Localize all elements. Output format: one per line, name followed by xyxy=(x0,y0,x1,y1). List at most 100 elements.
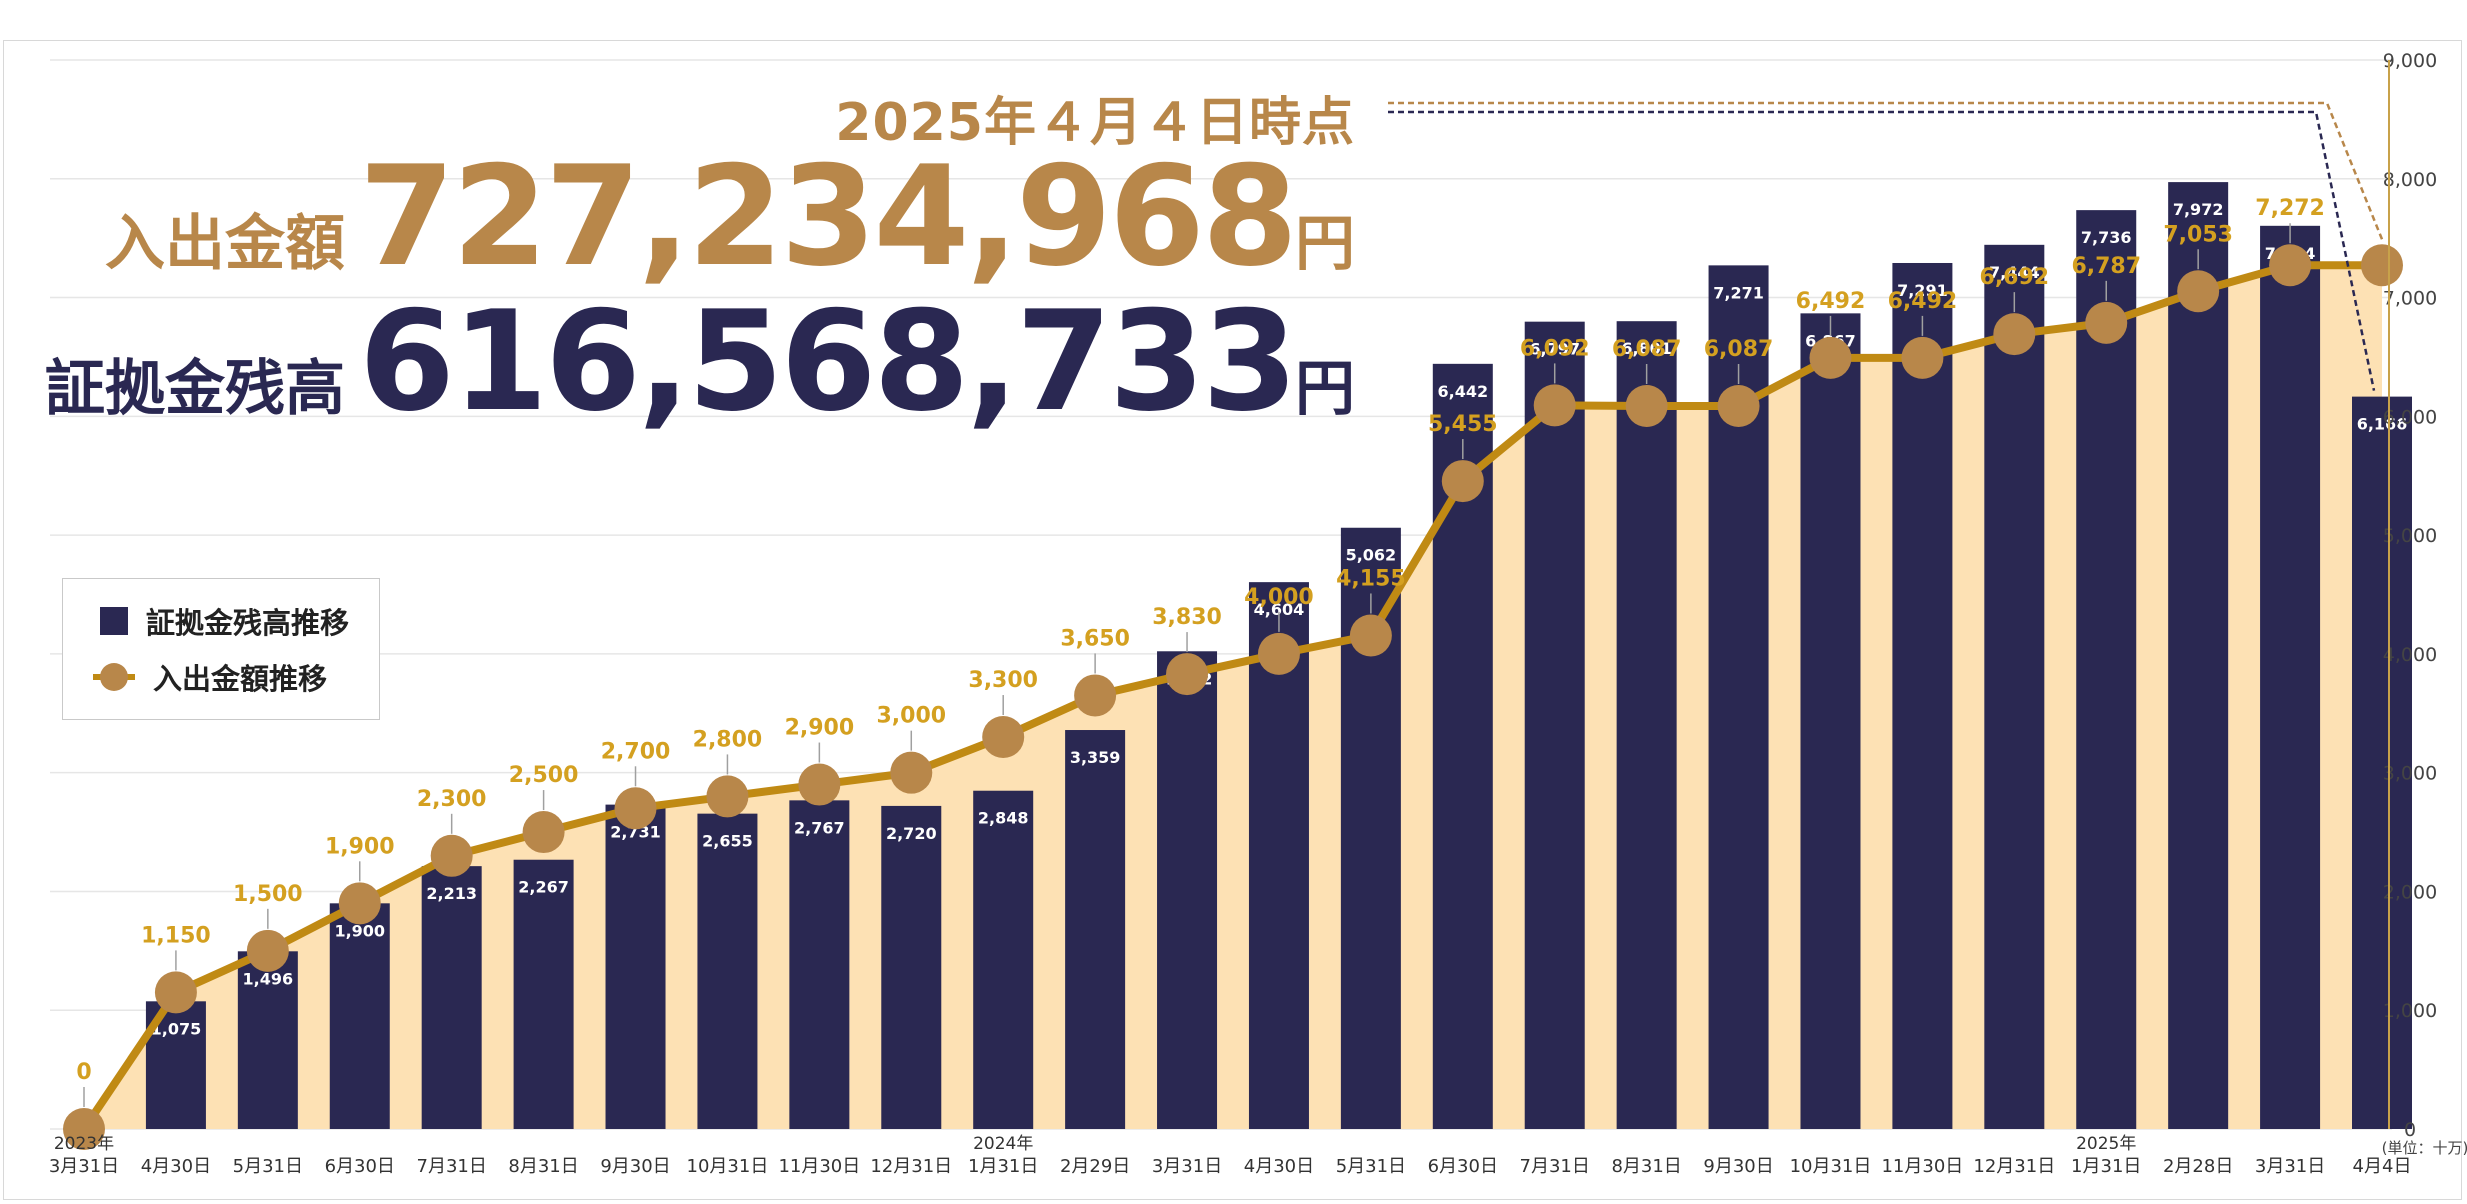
margin-bar-label: 2,720 xyxy=(886,824,937,843)
deposit-callout xyxy=(1388,101,2384,240)
x-tick-label: 4月30日 xyxy=(141,1156,211,1177)
deposit-headline: 入出金額 727,234,968円 xyxy=(105,148,1355,286)
y-tick-label: 1,000 xyxy=(2383,1000,2437,1022)
margin-bar xyxy=(329,903,390,1129)
margin-bar xyxy=(1892,262,1953,1129)
margin-bar xyxy=(605,804,666,1129)
deposit-label: 1,900 xyxy=(325,834,395,859)
x-tick-label: 12月31日 xyxy=(870,1156,952,1177)
deposit-marker xyxy=(338,882,381,925)
deposit-label: 3,000 xyxy=(876,704,946,729)
deposit-marker xyxy=(1901,336,1944,379)
deposit-marker xyxy=(982,716,1025,759)
margin-yen: 円 xyxy=(1295,354,1355,424)
margin-bar-label: 7,736 xyxy=(2081,228,2132,247)
margin-bar xyxy=(1157,651,1218,1129)
margin-bar xyxy=(237,951,298,1129)
margin-bar xyxy=(1616,321,1677,1129)
margin-bar xyxy=(2168,182,2229,1129)
deposit-label: 6,087 xyxy=(1612,337,1682,362)
margin-bar-label: 2,767 xyxy=(794,818,845,837)
label-connectors xyxy=(83,223,2291,1107)
margin-bar xyxy=(881,805,942,1129)
as-of-date: 2025年４月４日時点 xyxy=(835,93,1355,153)
margin-bar-label: 7,444 xyxy=(1989,263,2040,282)
deposit-marker xyxy=(1166,653,1209,696)
deposit-marker xyxy=(798,763,841,806)
legend-line-label: 入出金額推移 xyxy=(153,662,328,696)
margin-bars xyxy=(145,182,2412,1129)
deposit-marker xyxy=(1533,384,1576,427)
deposit-marker xyxy=(706,775,749,818)
margin-value: 616,568,733 xyxy=(358,281,1298,442)
x-tick-label: 8月31日 xyxy=(508,1156,578,1177)
deposit-marker xyxy=(1625,384,1668,427)
x-tick-label: 7月31日 xyxy=(417,1156,487,1177)
deposit-marker xyxy=(1809,336,1852,379)
y-tick-label: 0 xyxy=(2404,1119,2416,1141)
margin-bar xyxy=(1800,313,1861,1129)
margin-label: 証拠金残高 xyxy=(44,354,345,424)
margin-bar xyxy=(789,800,850,1129)
deposit-marker xyxy=(1074,674,1117,717)
margin-bar xyxy=(2076,210,2137,1129)
margin-bar xyxy=(1065,730,1126,1129)
legend-line-swatch xyxy=(93,663,135,691)
deposit-label: 2,900 xyxy=(785,716,855,741)
x-tick-label: 1月31日 xyxy=(968,1156,1038,1177)
deposit-label: 入出金額 xyxy=(104,209,345,279)
deposit-label: 6,087 xyxy=(1704,337,1774,362)
deposit-marker xyxy=(63,1108,105,1150)
deposit-label: 0 xyxy=(76,1060,91,1085)
x-tick-label: 6月30日 xyxy=(1428,1156,1498,1177)
deposit-label: 7,272 xyxy=(2255,196,2325,221)
deposit-marker xyxy=(2177,270,2220,313)
deposit-label: 6,787 xyxy=(2071,254,2141,279)
x-tick-label: 9月30日 xyxy=(1703,1156,1773,1177)
x-tick-label: 12月31日 xyxy=(1973,1156,2055,1177)
legend-item-deposit: 入出金額推移 xyxy=(93,657,327,697)
margin-bar-label: 7,291 xyxy=(1897,281,1948,300)
deposit-label: 2,700 xyxy=(601,739,671,764)
margin-bar-label: 2,731 xyxy=(610,823,661,842)
margin-bar-label: 5,062 xyxy=(1346,546,1397,565)
y-tick-label: 6,000 xyxy=(2383,406,2437,428)
margin-bar-label: 3,359 xyxy=(1070,748,1121,767)
deposit-label: 3,830 xyxy=(1152,605,1222,630)
year-label: 2025年 xyxy=(2076,1134,2136,1154)
margin-bar-label: 2,848 xyxy=(978,809,1029,828)
deposit-marker xyxy=(430,834,473,877)
x-tick-label: 4月30日 xyxy=(1244,1156,1314,1177)
deposit-label: 4,000 xyxy=(1244,585,1314,610)
x-tick-label: 9月30日 xyxy=(600,1156,670,1177)
margin-bar xyxy=(1524,321,1585,1129)
deposit-label: 2,300 xyxy=(417,787,487,812)
x-tick-label: 7月31日 xyxy=(1520,1156,1590,1177)
deposit-yen: 円 xyxy=(1295,209,1355,279)
margin-bar xyxy=(697,813,758,1129)
x-tick-label: 11月30日 xyxy=(1881,1156,1963,1177)
deposit-marker xyxy=(1993,313,2036,356)
year-label: 2024年 xyxy=(973,1134,1033,1154)
y-tick-label: 2,000 xyxy=(2383,881,2437,903)
deposit-marker xyxy=(614,787,657,830)
deposit-label: 6,492 xyxy=(1796,289,1866,314)
deposit-markers xyxy=(63,244,2403,1150)
margin-headline: 証拠金残高 616,568,733円 xyxy=(45,293,1355,431)
deposit-marker xyxy=(2085,301,2128,344)
margin-bar-label: 7,271 xyxy=(1713,283,1764,302)
margin-bar xyxy=(513,859,574,1129)
x-tick-label: 5月31日 xyxy=(233,1156,303,1177)
legend-bar-swatch xyxy=(100,607,128,635)
deposit-marker xyxy=(154,971,197,1014)
x-tick-label: 3月31日 xyxy=(49,1156,119,1177)
deposit-marker xyxy=(1441,460,1484,503)
margin-bar xyxy=(1984,244,2045,1129)
legend-item-margin: 証拠金残高推移 xyxy=(93,601,349,641)
legend-bar-label: 証拠金残高推移 xyxy=(146,606,350,640)
deposit-label: 2,500 xyxy=(509,763,579,788)
x-tick-label: 4月4日 xyxy=(2353,1156,2412,1177)
margin-bar-label: 6,442 xyxy=(1437,382,1488,401)
y-tick-label: 7,000 xyxy=(2383,288,2437,310)
